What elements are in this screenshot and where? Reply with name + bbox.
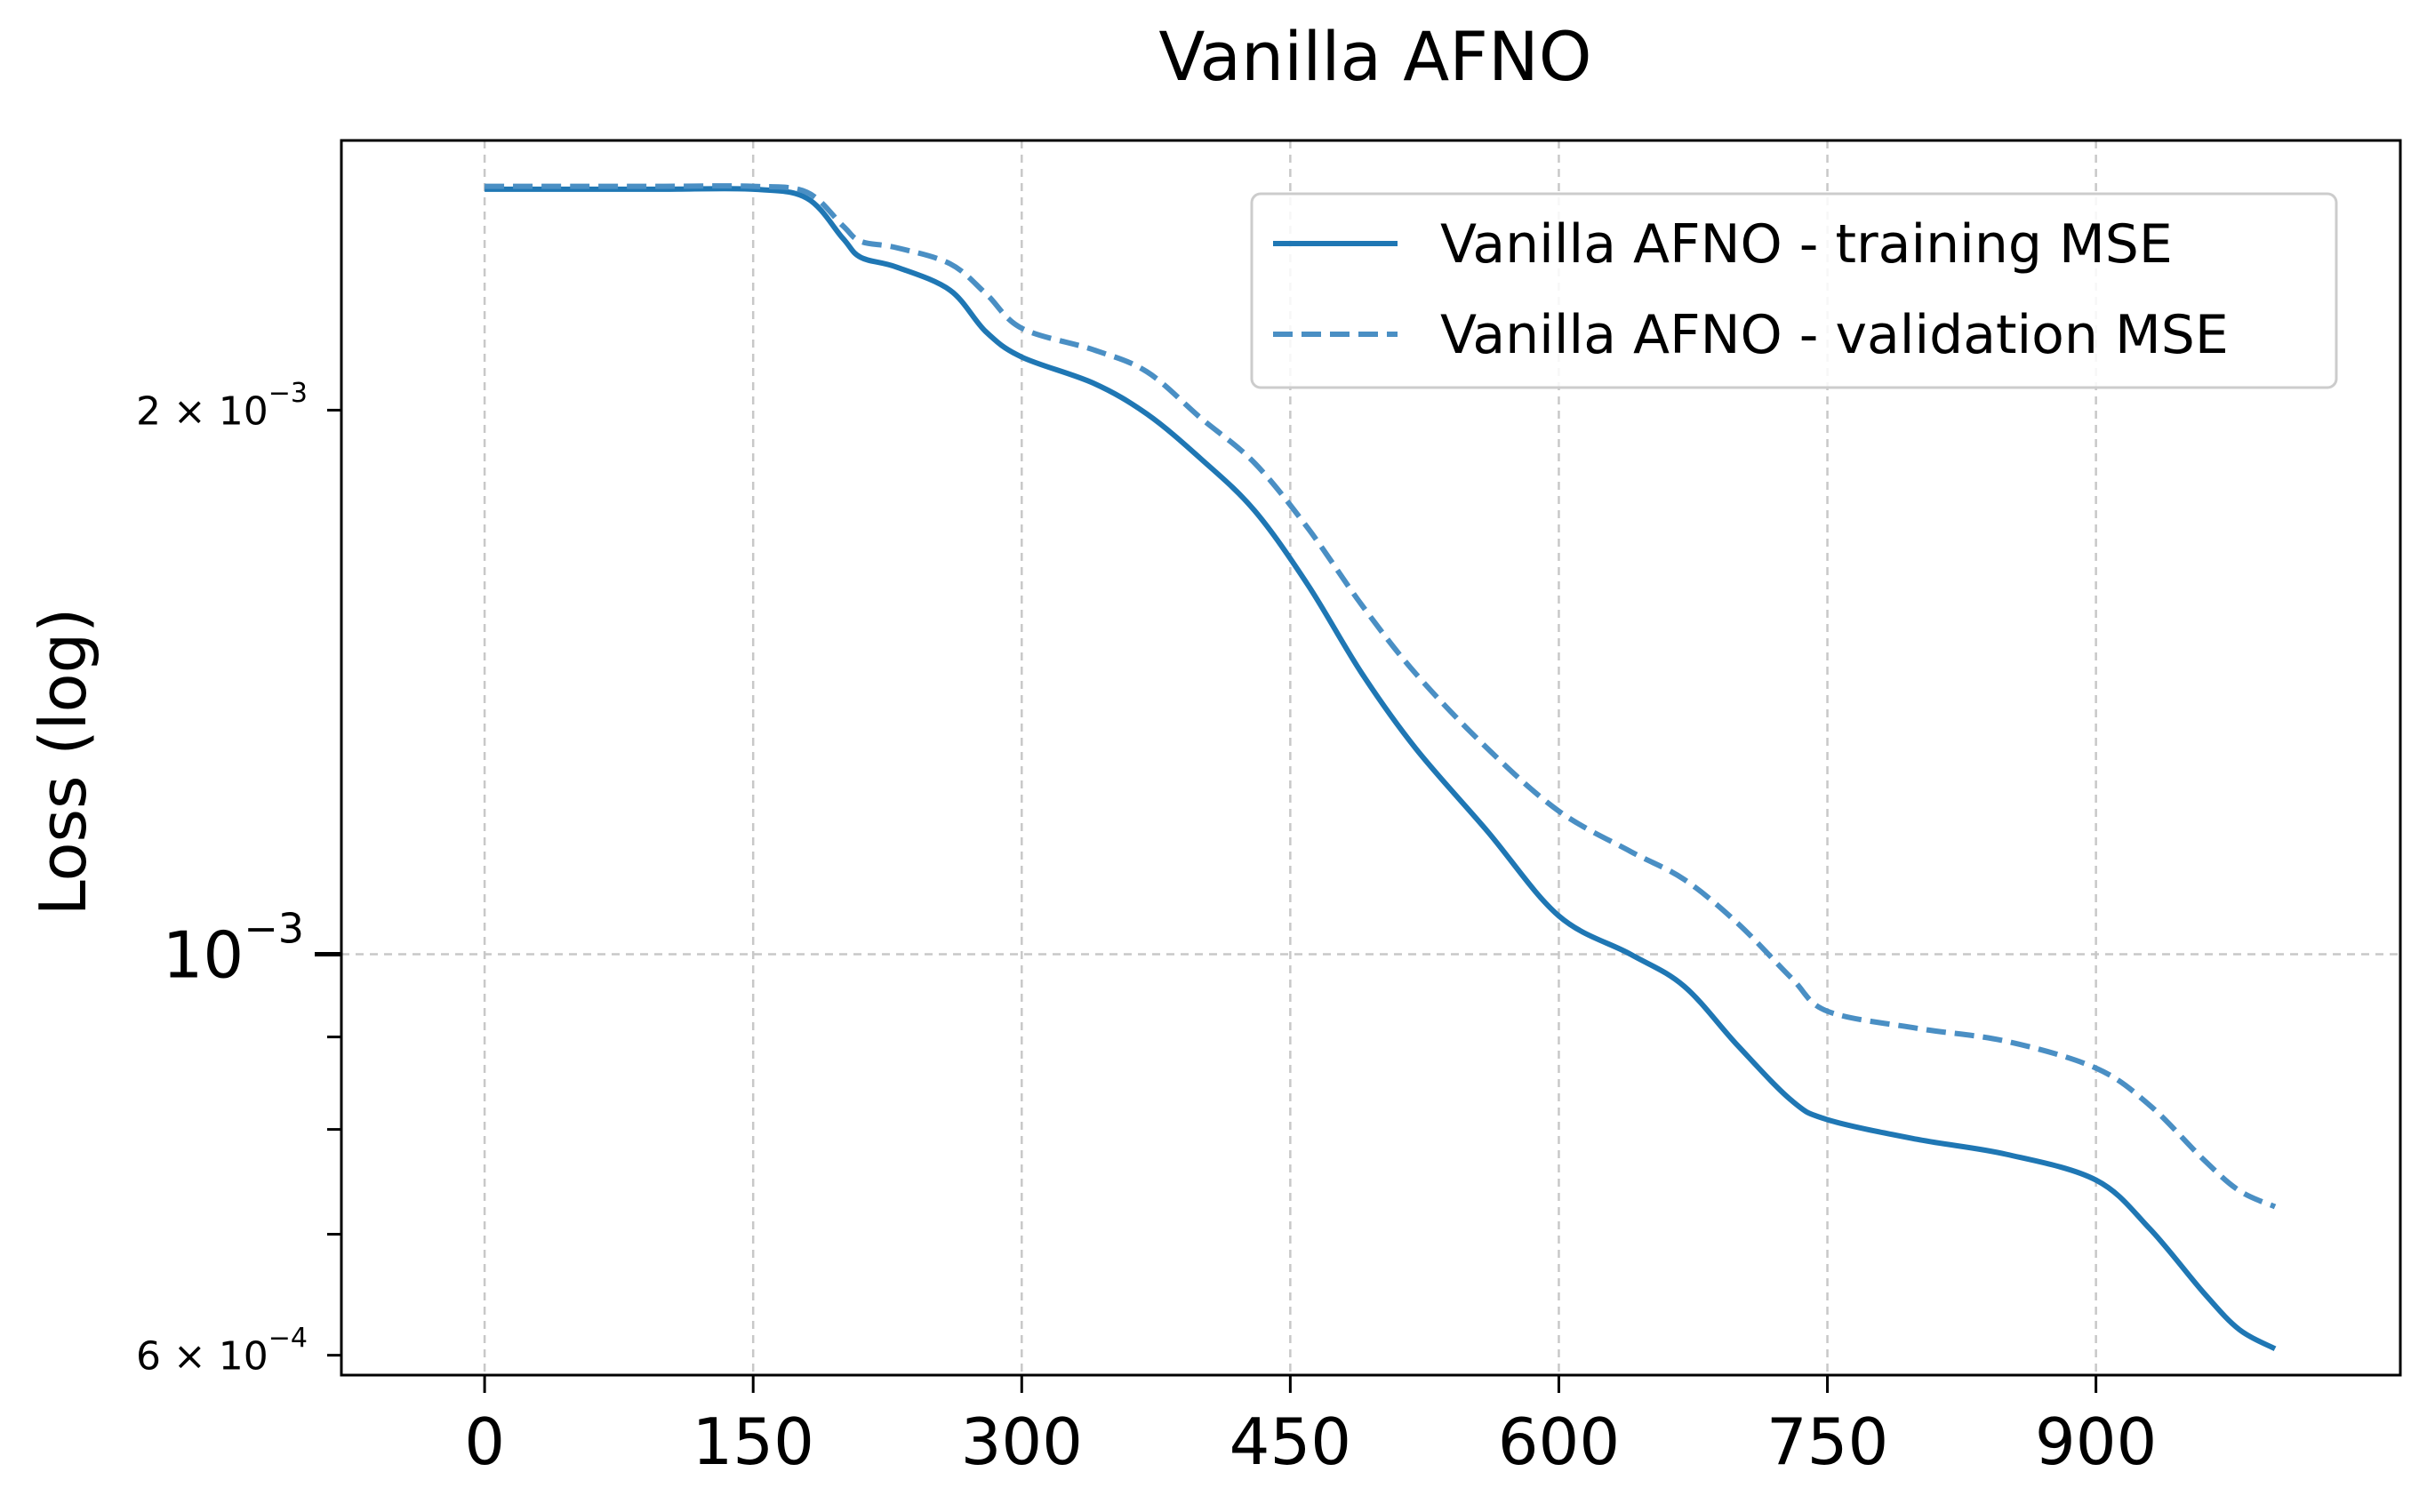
- legend-label-training: Vanilla AFNO - training MSE: [1440, 213, 2173, 276]
- legend-label-validation: Vanilla AFNO - validation MSE: [1440, 304, 2229, 366]
- y-axis-label: Loss (log): [26, 608, 100, 916]
- x-tick-label: 300: [961, 1404, 1083, 1479]
- legend-box: [1250, 192, 2338, 389]
- training-mse-line: [485, 186, 2277, 1351]
- y-minor-tick-label: 2 × 10−3: [136, 378, 308, 435]
- y-minor-tick-label: 6 × 10−4: [136, 1323, 308, 1380]
- y-major-tick-label: 10−3: [163, 904, 304, 992]
- y-axis: 10−3 2 × 10−3 6 × 10−4: [136, 378, 341, 1380]
- x-tick-label: 600: [1498, 1404, 1620, 1479]
- plot-frame: [340, 139, 2402, 1377]
- chart-title: Vanilla AFNO: [1158, 17, 1591, 96]
- x-tick-label: 0: [464, 1404, 505, 1479]
- x-tick-label: 900: [2035, 1404, 2157, 1479]
- x-tick-label: 450: [1230, 1404, 1351, 1479]
- x-axis: 0 150 300 450 600 750 900: [464, 1375, 2157, 1479]
- validation-mse-line: [485, 183, 2277, 1210]
- x-tick-label: 150: [692, 1404, 813, 1479]
- x-tick-label: 750: [1766, 1404, 1888, 1479]
- series-lines: [485, 183, 2277, 1351]
- legend: Vanilla AFNO - training MSE Vanilla AFNO …: [1250, 192, 2338, 389]
